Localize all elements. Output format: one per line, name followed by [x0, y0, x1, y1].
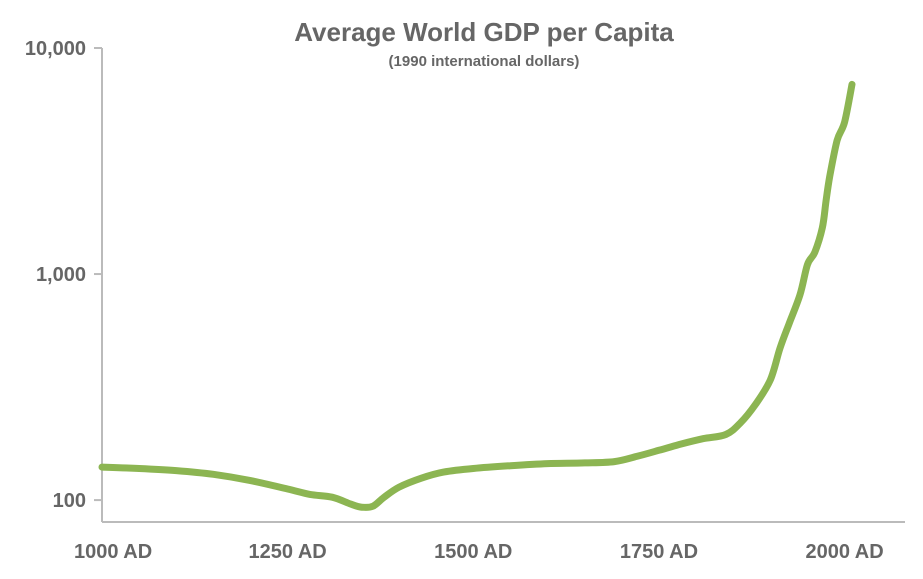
x-axis-ticks: 1000 AD 1250 AD 1500 AD 1750 AD 2000 AD: [74, 541, 884, 563]
x-tick-label: 1500 AD: [434, 541, 512, 563]
x-tick-label: 1000 AD: [74, 541, 152, 563]
gdp-series-line: [98, 80, 856, 511]
x-tick-label: 2000 AD: [805, 541, 883, 563]
y-tick-label: 100: [53, 490, 86, 512]
chart-subtitle: (1990 international dollars): [389, 53, 580, 70]
x-tick-label: 1750 AD: [620, 541, 698, 563]
y-axis-ticks: 100 1,000 10,000: [25, 38, 102, 512]
x-tick-label: 1250 AD: [249, 541, 327, 563]
y-tick-label: 1,000: [36, 264, 86, 286]
y-tick-label: 10,000: [25, 38, 86, 60]
chart-title: Average World GDP per Capita: [294, 17, 674, 47]
